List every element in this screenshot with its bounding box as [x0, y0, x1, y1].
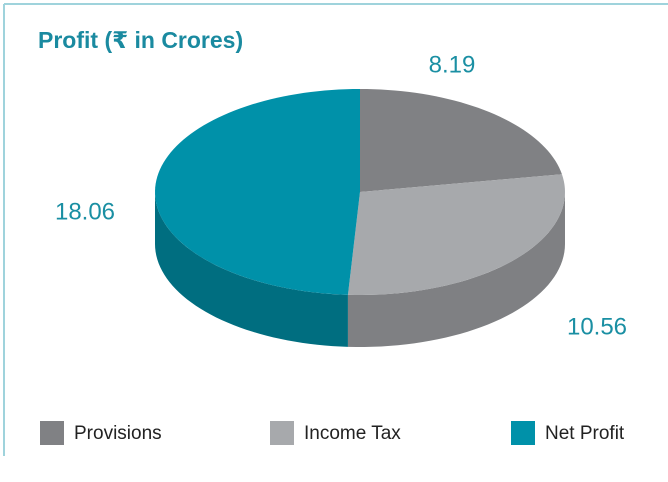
chart-title: Profit (₹ in Crores) [38, 27, 243, 53]
legend-label: Net Profit [545, 423, 625, 444]
legend-label: Provisions [74, 423, 162, 444]
pie-slice [360, 89, 562, 192]
pie-slice [155, 89, 360, 295]
pie-side [155, 192, 348, 347]
data-label: 8.19 [429, 51, 476, 78]
legend-label: Income Tax [304, 423, 401, 444]
data-label: 10.56 [567, 313, 627, 340]
data-label: 18.06 [55, 198, 115, 225]
pie-side [347, 192, 565, 347]
legend-swatch [40, 421, 64, 445]
legend-swatch [270, 421, 294, 445]
pie-slice [347, 174, 565, 295]
legend-swatch [511, 421, 535, 445]
